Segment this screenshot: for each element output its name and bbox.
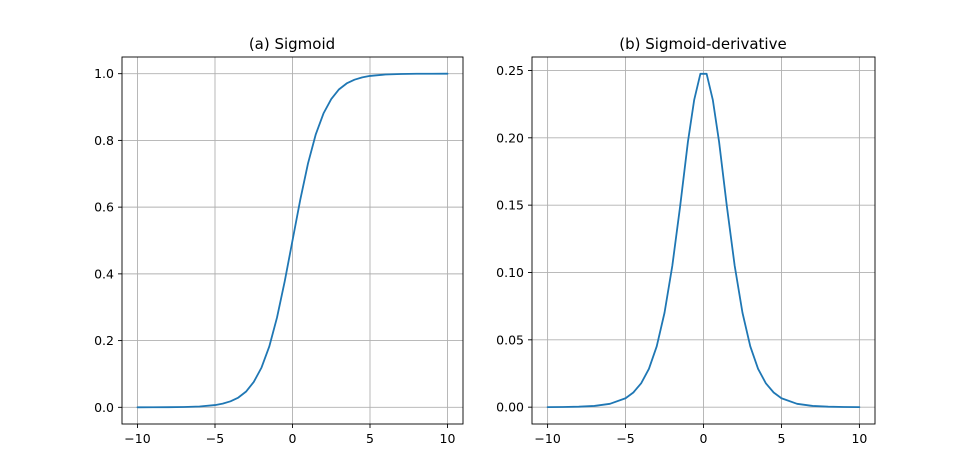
sigmoid-y-tick-label-0: 0.0: [94, 400, 114, 415]
sigmoid-x-tick-label-3: 5: [366, 431, 374, 446]
sigmoid-derivative-x-tick-label-1: −5: [616, 431, 634, 446]
sigmoid-derivative-x-tick-label-4: 10: [851, 431, 867, 446]
sigmoid-derivative-y-tick-label-1: 0.05: [496, 332, 524, 347]
sigmoid-derivative-title: (b) Sigmoid-derivative: [619, 35, 786, 53]
sigmoid-x-tick-label-2: 0: [289, 431, 297, 446]
sigmoid-subplot: (a) Sigmoid −10 −5 0 5 10 0.0 0.2 0.4 0.6 0.8 1.0: [94, 35, 464, 446]
sigmoid-derivative-y-tick-label-0: 0.00: [496, 400, 524, 415]
sigmoid-series-line-0: [136, 72, 449, 409]
sigmoid-derivative-x-tick-label-2: 0: [700, 431, 708, 446]
sigmoid-y-tick-label-2: 0.4: [94, 266, 114, 281]
sigmoid-derivative-y-tick-label-3: 0.15: [496, 198, 524, 213]
sigmoid-derivative-y-tick-label-2: 0.10: [496, 265, 524, 280]
sigmoid-y-tick-label-5: 1.0: [94, 66, 114, 81]
sigmoid-y-tick-label-3: 0.6: [94, 200, 114, 215]
sigmoid-derivative-x-tick-label-0: −10: [534, 431, 560, 446]
sigmoid-y-tick-label-4: 0.8: [94, 133, 114, 148]
sigmoid-derivative-subplot: (b) Sigmoid-derivative −10 −5 0 5 10 0.00 0.05…: [496, 35, 876, 446]
sigmoid-title: (a) Sigmoid: [249, 35, 335, 53]
sigmoid-derivative-y-tick-label-5: 0.25: [496, 63, 524, 78]
sigmoid-derivative-x-tick-label-3: 5: [777, 431, 785, 446]
sigmoid-x-tick-label-1: −5: [206, 431, 224, 446]
sigmoid-y-tick-label-1: 0.2: [94, 333, 114, 348]
sigmoid-derivative-series-line-0: [546, 72, 861, 409]
sigmoid-x-tick-label-0: −10: [124, 431, 150, 446]
sigmoid-x-tick-label-4: 10: [440, 431, 456, 446]
sigmoid-derivative-y-tick-label-4: 0.20: [496, 130, 524, 145]
